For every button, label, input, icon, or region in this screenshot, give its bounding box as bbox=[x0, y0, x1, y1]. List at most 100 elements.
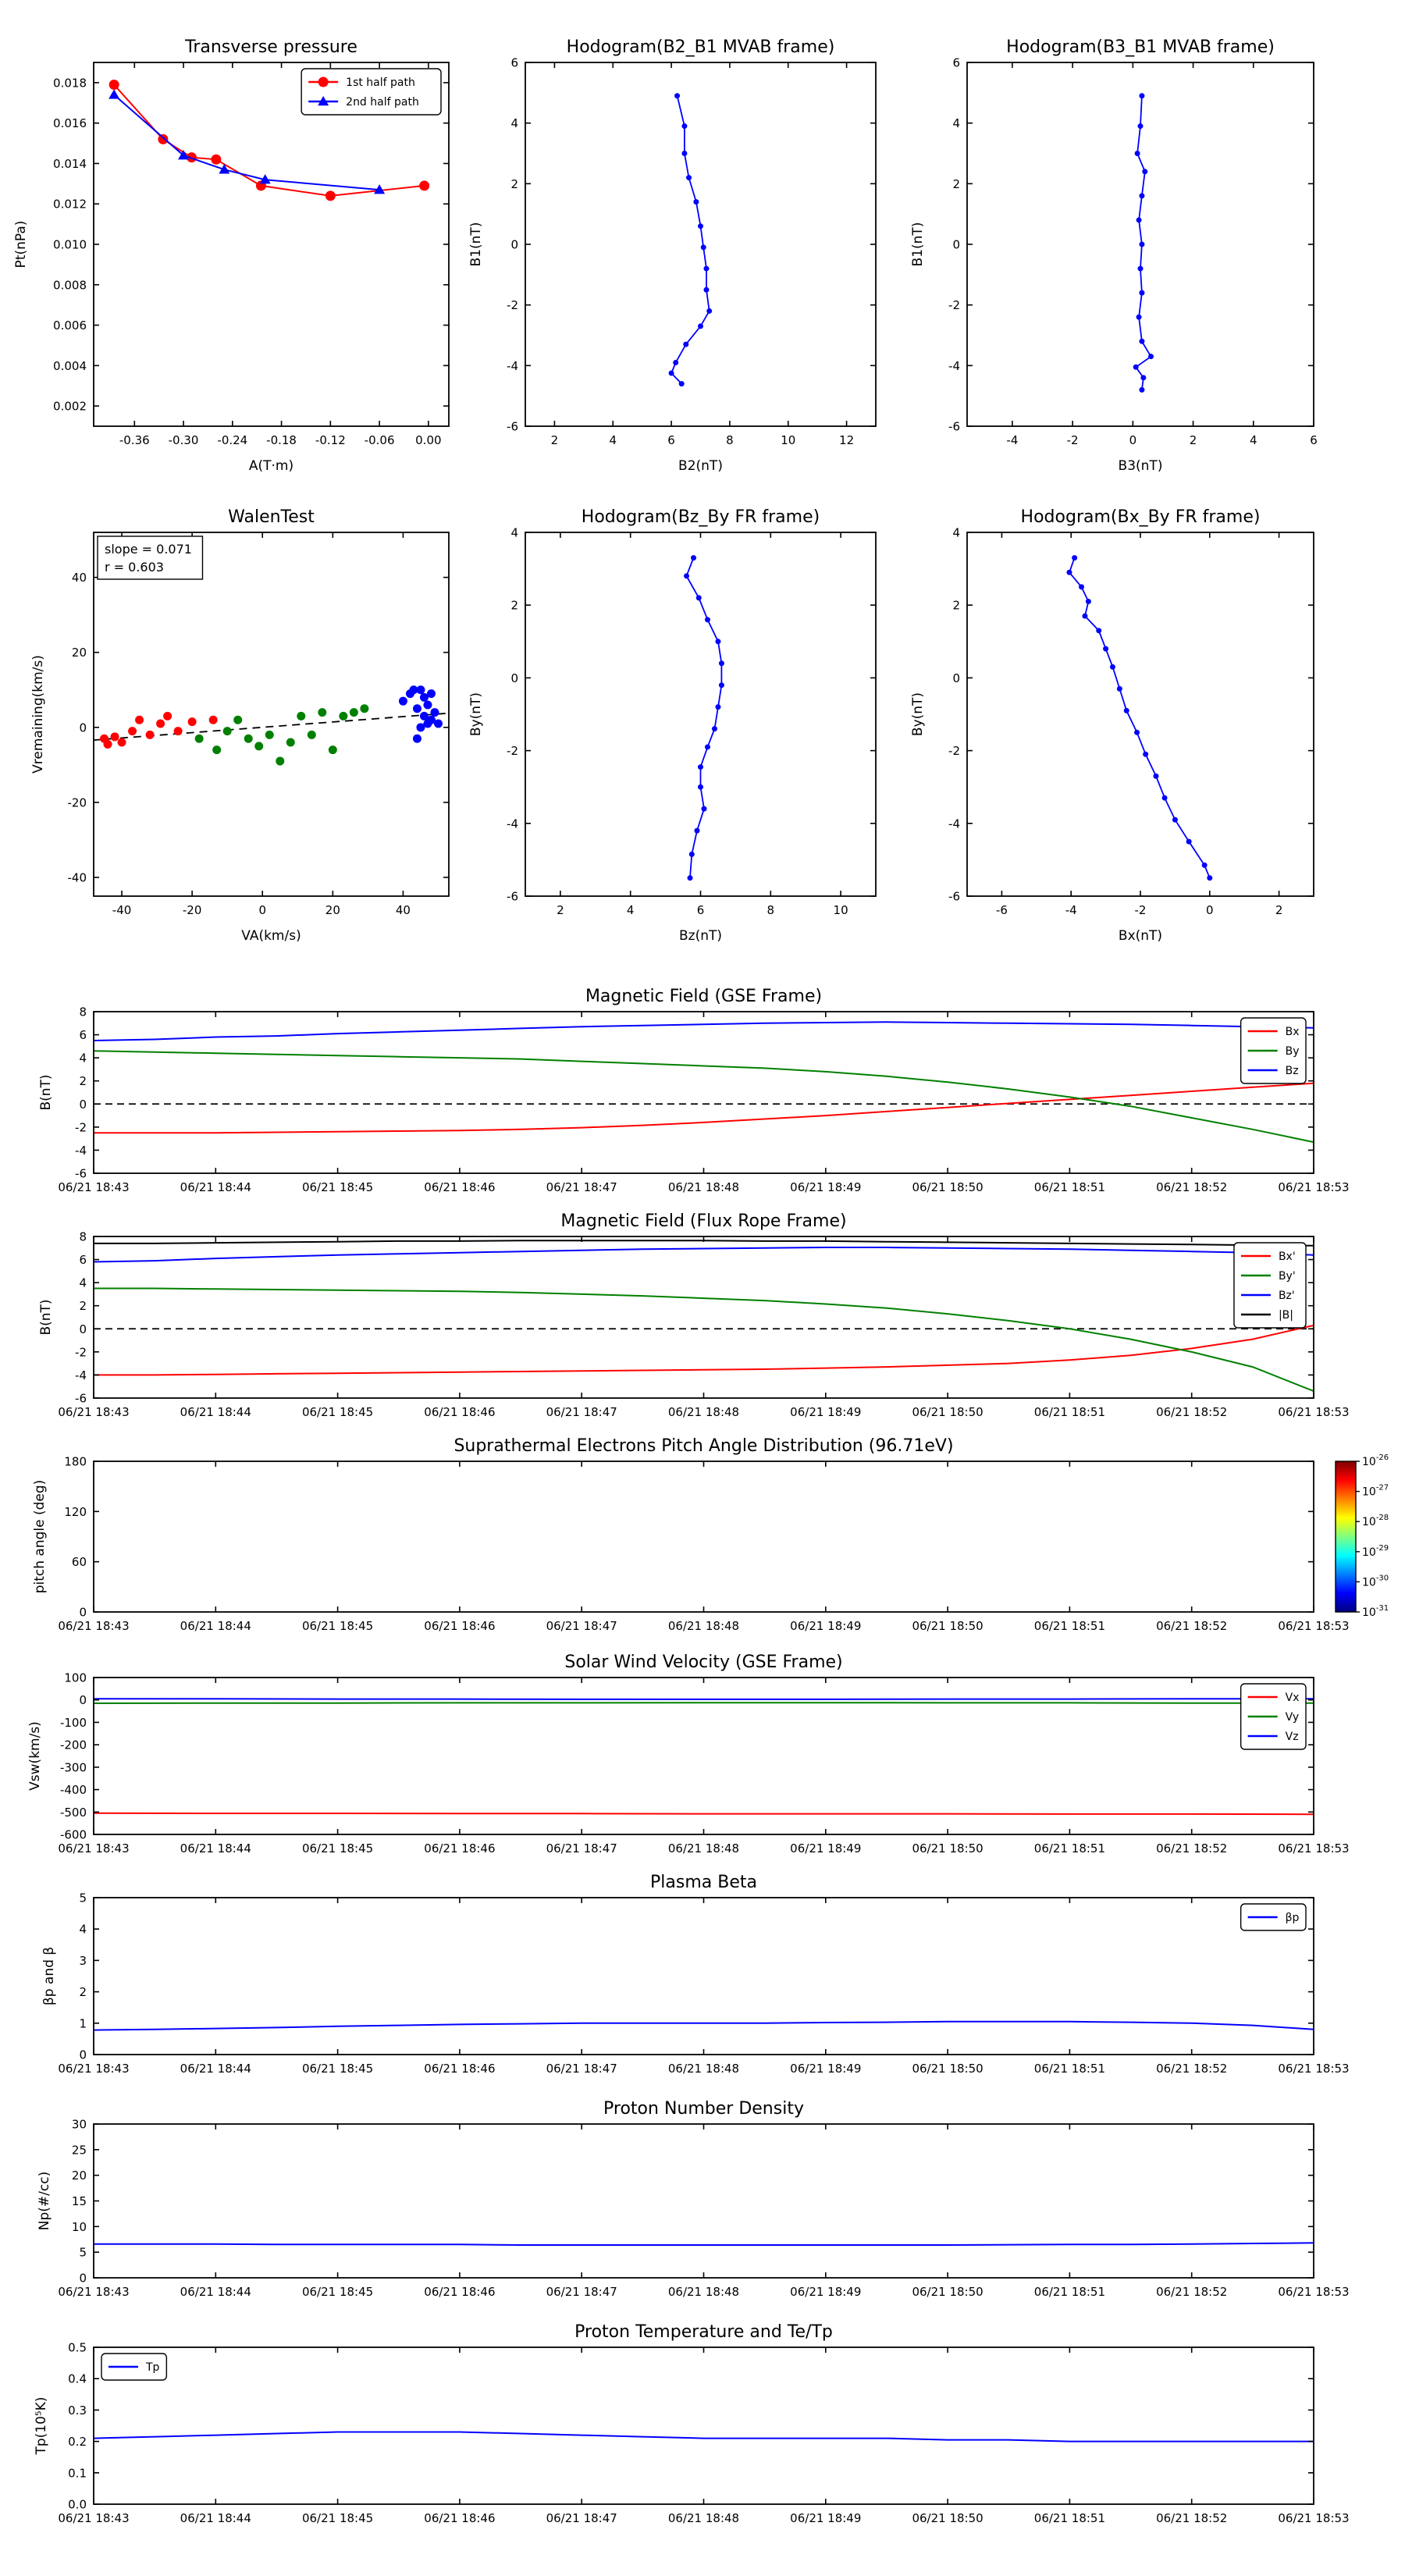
svg-text:Transverse pressure: Transverse pressure bbox=[184, 37, 357, 57]
svg-text:By: By bbox=[1286, 1045, 1300, 1058]
svg-text:Bz(nT): Bz(nT) bbox=[679, 928, 722, 944]
svg-text:Hodogram(B2_B1 MVAB frame): Hodogram(B2_B1 MVAB frame) bbox=[567, 37, 835, 57]
svg-text:B(nT): B(nT) bbox=[38, 1074, 54, 1110]
svg-text:0.1: 0.1 bbox=[68, 2466, 87, 2480]
svg-text:60: 60 bbox=[72, 1555, 87, 1569]
svg-text:0.4: 0.4 bbox=[68, 2372, 87, 2386]
svg-text:06/21 18:52: 06/21 18:52 bbox=[1156, 1180, 1227, 1194]
svg-text:-4: -4 bbox=[948, 817, 960, 831]
svg-text:slope = 0.071: slope = 0.071 bbox=[105, 542, 192, 557]
svg-text:-20: -20 bbox=[183, 903, 202, 917]
svg-text:Bx(nT): Bx(nT) bbox=[1119, 928, 1162, 944]
svg-text:Magnetic Field (GSE Frame): Magnetic Field (GSE Frame) bbox=[585, 987, 822, 1006]
svg-text:0.012: 0.012 bbox=[53, 197, 87, 212]
svg-text:-6: -6 bbox=[507, 420, 518, 434]
svg-text:06/21 18:51: 06/21 18:51 bbox=[1034, 1841, 1105, 1856]
svg-text:0: 0 bbox=[258, 903, 266, 917]
svg-text:06/21 18:49: 06/21 18:49 bbox=[790, 1180, 861, 1194]
svg-text:-4: -4 bbox=[1065, 903, 1077, 917]
svg-text:Tp: Tp bbox=[145, 2361, 160, 2374]
svg-text:0: 0 bbox=[510, 238, 518, 252]
svg-text:06/21 18:43: 06/21 18:43 bbox=[58, 1180, 129, 1194]
svg-text:06/21 18:50: 06/21 18:50 bbox=[912, 1619, 983, 1633]
svg-text:20: 20 bbox=[325, 903, 340, 917]
svg-text:-6: -6 bbox=[996, 903, 1008, 917]
proton-number-density-chart: 06/21 18:43 06/21 18:44 06/21 18:45 06/21 1… bbox=[37, 2099, 1350, 2299]
svg-text:06/21 18:53: 06/21 18:53 bbox=[1278, 2062, 1349, 2076]
svg-text:10: 10 bbox=[72, 2220, 87, 2234]
svg-text:06/21 18:46: 06/21 18:46 bbox=[424, 1180, 495, 1194]
svg-text:06/21 18:48: 06/21 18:48 bbox=[668, 1405, 739, 1419]
svg-text:06/21 18:53: 06/21 18:53 bbox=[1278, 2285, 1349, 2299]
svg-text:06/21 18:45: 06/21 18:45 bbox=[302, 2062, 373, 2076]
svg-text:10: 10 bbox=[834, 903, 848, 917]
svg-text:06/21 18:48: 06/21 18:48 bbox=[668, 1841, 739, 1856]
svg-text:-6: -6 bbox=[75, 1167, 87, 1181]
svg-text:0.5: 0.5 bbox=[68, 2341, 87, 2355]
svg-text:06/21 18:48: 06/21 18:48 bbox=[668, 2285, 739, 2299]
svg-text:2: 2 bbox=[952, 599, 960, 613]
svg-text:06/21 18:46: 06/21 18:46 bbox=[424, 2511, 495, 2525]
svg-text:06/21 18:52: 06/21 18:52 bbox=[1156, 1841, 1227, 1856]
magnetic-field-flux-rope-chart: 06/21 18:43 06/21 18:44 06/21 18:45 06/21 1… bbox=[38, 1212, 1350, 1419]
svg-text:0: 0 bbox=[510, 671, 518, 685]
svg-text:06/21 18:49: 06/21 18:49 bbox=[790, 1619, 861, 1633]
svg-text:4: 4 bbox=[627, 903, 635, 917]
hodogram-bz-by-chart: 2 4 6 8 10 -6 -4 -2 0 2 4 Hodogram(Bz_By FR frame) B… bbox=[468, 507, 877, 944]
svg-text:-200: -200 bbox=[60, 1738, 87, 1752]
svg-text:0: 0 bbox=[79, 1098, 87, 1112]
svg-text:06/21 18:43: 06/21 18:43 bbox=[58, 2062, 129, 2076]
svg-text:0.010: 0.010 bbox=[53, 238, 87, 252]
svg-text:06/21 18:47: 06/21 18:47 bbox=[546, 1405, 617, 1419]
svg-text:Pt(nPa): Pt(nPa) bbox=[13, 221, 29, 269]
svg-text:06/21 18:53: 06/21 18:53 bbox=[1278, 1619, 1349, 1633]
svg-text:5: 5 bbox=[79, 2246, 87, 2260]
svg-text:4: 4 bbox=[510, 116, 518, 130]
svg-text:Hodogram(Bz_By FR frame): Hodogram(Bz_By FR frame) bbox=[582, 507, 820, 527]
svg-text:3: 3 bbox=[79, 1954, 87, 1968]
svg-text:0: 0 bbox=[79, 720, 87, 735]
svg-text:-0.24: -0.24 bbox=[217, 433, 247, 447]
svg-text:0.006: 0.006 bbox=[53, 318, 87, 333]
svg-text:-6: -6 bbox=[75, 1392, 87, 1406]
svg-text:10-31: 10-31 bbox=[1362, 1604, 1389, 1619]
svg-text:06/21 18:52: 06/21 18:52 bbox=[1156, 2062, 1227, 2076]
svg-text:By(nT): By(nT) bbox=[910, 692, 926, 736]
svg-text:r = 0.603: r = 0.603 bbox=[105, 560, 164, 575]
svg-text:|B|: |B| bbox=[1279, 1309, 1293, 1322]
svg-text:2: 2 bbox=[79, 1985, 87, 1999]
svg-text:-0.18: -0.18 bbox=[266, 433, 297, 447]
svg-text:-6: -6 bbox=[948, 890, 960, 904]
svg-text:06/21 18:50: 06/21 18:50 bbox=[912, 1180, 983, 1194]
magnetic-field-gse-chart: 06/21 18:43 06/21 18:44 06/21 18:45 06/21 1… bbox=[38, 987, 1350, 1194]
svg-text:0.0: 0.0 bbox=[68, 2498, 87, 2512]
svg-text:-40: -40 bbox=[112, 903, 132, 917]
svg-text:30: 30 bbox=[72, 2118, 87, 2132]
svg-text:Magnetic Field (Flux Rope Fram: Magnetic Field (Flux Rope Frame) bbox=[560, 1212, 846, 1231]
svg-text:2: 2 bbox=[1190, 433, 1197, 447]
svg-text:06/21 18:45: 06/21 18:45 bbox=[302, 1180, 373, 1194]
svg-text:06/21 18:53: 06/21 18:53 bbox=[1278, 1405, 1349, 1419]
svg-text:0.004: 0.004 bbox=[53, 359, 87, 373]
svg-text:06/21 18:48: 06/21 18:48 bbox=[668, 1619, 739, 1633]
svg-text:1st half path: 1st half path bbox=[346, 76, 415, 89]
svg-text:8: 8 bbox=[79, 1230, 87, 1244]
svg-text:-4: -4 bbox=[507, 359, 518, 373]
svg-text:06/21 18:44: 06/21 18:44 bbox=[180, 2062, 251, 2076]
svg-text:-2: -2 bbox=[948, 298, 960, 312]
svg-text:06/21 18:50: 06/21 18:50 bbox=[912, 2285, 983, 2299]
svg-text:-2: -2 bbox=[507, 298, 518, 312]
svg-text:0.00: 0.00 bbox=[415, 433, 441, 447]
hodogram-b2-b1-chart: 2 4 6 8 10 12 -6 -4 -2 0 2 4 6 Hodogram(B2_B1 MVAB fr… bbox=[468, 37, 877, 474]
svg-text:-0.30: -0.30 bbox=[169, 433, 199, 447]
svg-text:Bx': Bx' bbox=[1279, 1251, 1296, 1263]
svg-text:6: 6 bbox=[667, 433, 675, 447]
svg-text:0: 0 bbox=[1129, 433, 1137, 447]
svg-text:12: 12 bbox=[839, 433, 854, 447]
svg-text:pitch angle (deg): pitch angle (deg) bbox=[32, 1480, 48, 1594]
svg-text:-2: -2 bbox=[507, 744, 518, 758]
svg-text:Bx: Bx bbox=[1286, 1026, 1300, 1038]
solar-wind-velocity-chart: 06/21 18:43 06/21 18:44 06/21 18:45 06/21 1… bbox=[27, 1653, 1350, 1856]
svg-text:0: 0 bbox=[952, 671, 960, 685]
